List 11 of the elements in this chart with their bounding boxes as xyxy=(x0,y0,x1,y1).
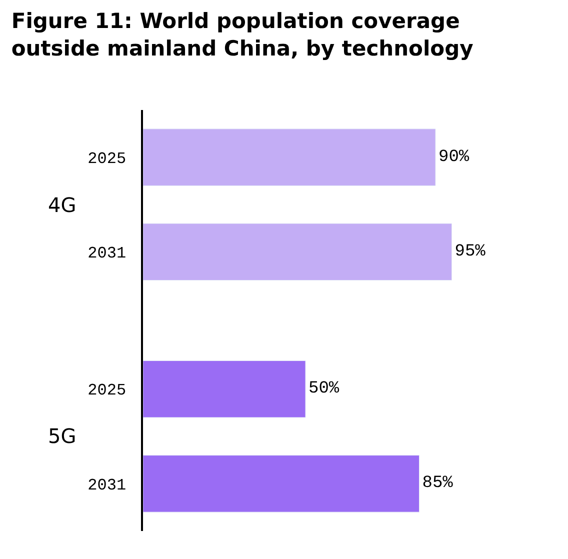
y-tick-label: 2031 xyxy=(88,244,126,263)
y-tick-label: 2025 xyxy=(88,150,126,168)
data-label: 95% xyxy=(454,242,486,262)
data-label: 85% xyxy=(422,474,454,494)
y-tick-label: 2025 xyxy=(88,382,126,400)
text: 4G xyxy=(48,193,76,217)
data-label: 50% xyxy=(308,380,340,399)
chart-title: Figure 11: World population coverage outside mainland China, by technology xyxy=(11,8,474,60)
data-label: 90% xyxy=(438,148,470,167)
text: 5G xyxy=(48,424,76,448)
y-tick-label: 2031 xyxy=(88,476,126,494)
